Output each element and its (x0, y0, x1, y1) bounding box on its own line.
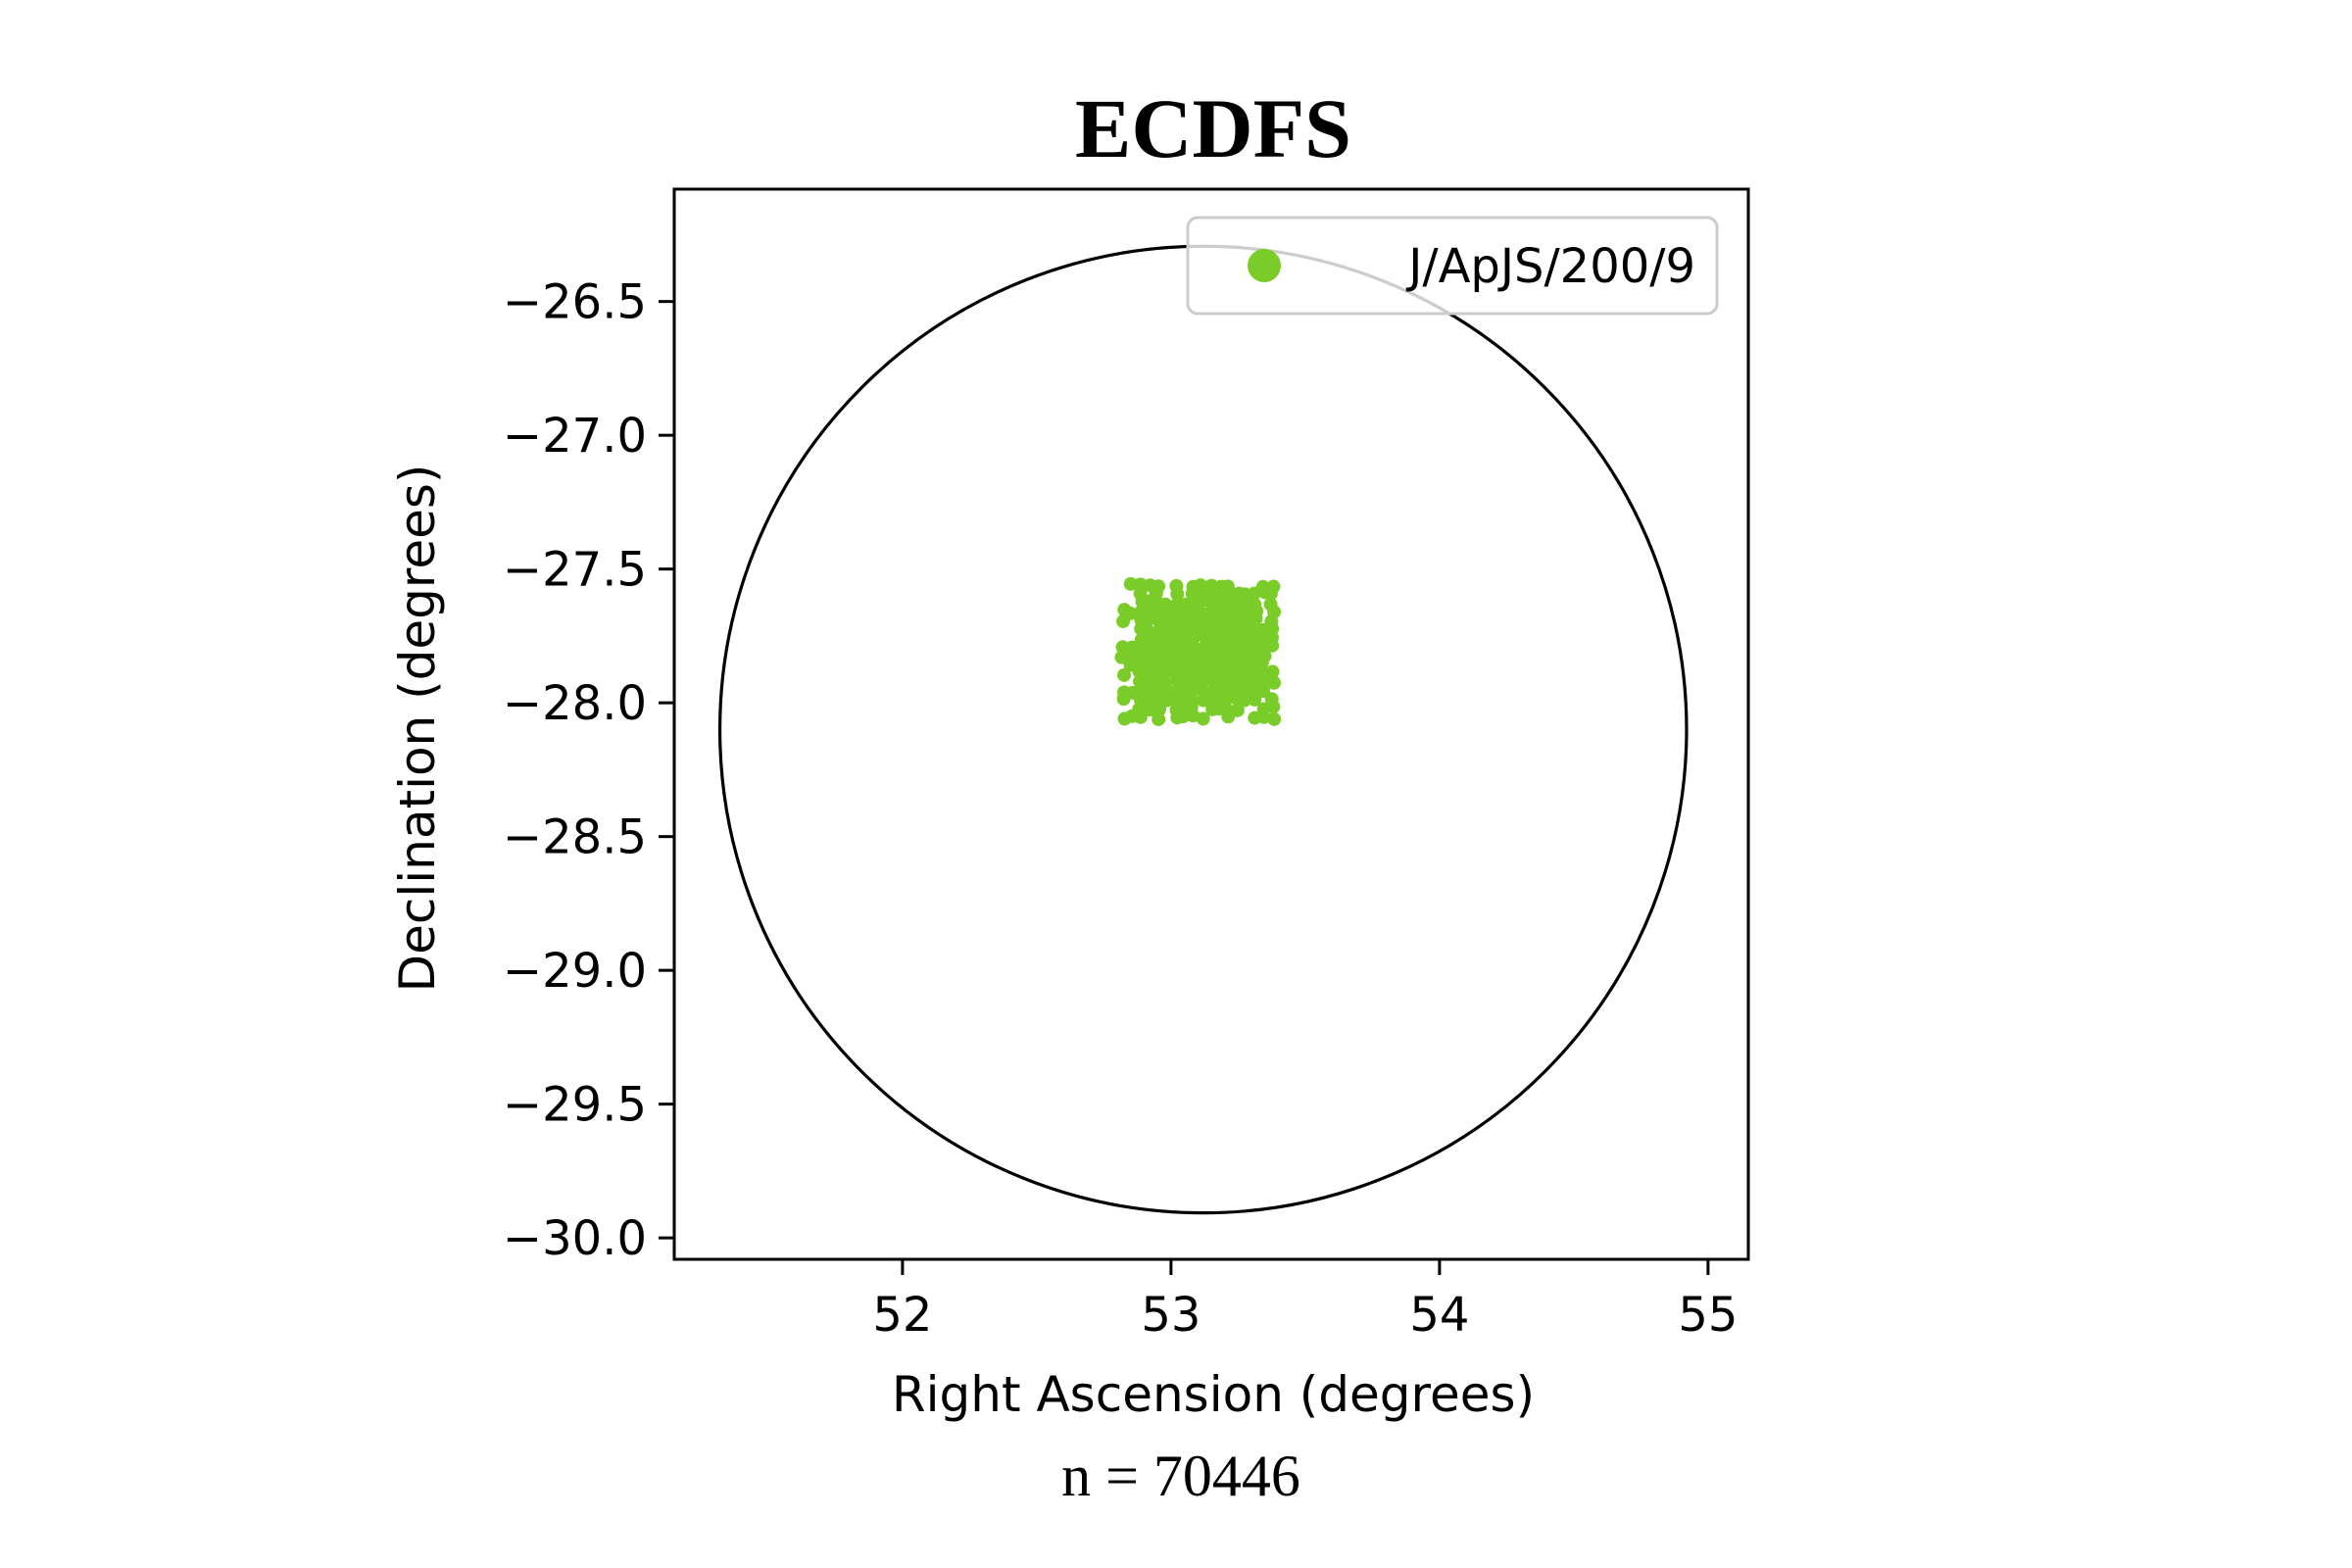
scatter-point (1248, 692, 1262, 707)
scatter-point (1116, 613, 1131, 628)
scatter-point (1220, 691, 1235, 706)
scatter-point (1249, 612, 1263, 626)
x-axis-label: Right Ascension (degrees) (892, 1366, 1535, 1423)
scatter-point (1123, 576, 1138, 591)
scatter-point (1265, 664, 1280, 679)
scatter-point (1176, 647, 1191, 662)
scatter-point (1196, 711, 1210, 726)
scatter-point (1254, 656, 1269, 670)
scatter-point (1116, 692, 1131, 707)
plot-area (672, 187, 1750, 1261)
scatter-point (1219, 673, 1234, 688)
x-tick-label: 53 (1141, 1288, 1200, 1343)
chart-title: ECDFS (1075, 81, 1351, 175)
scatter-point (1267, 675, 1282, 690)
y-tick-label: −28.5 (503, 810, 647, 865)
axes-frame (672, 187, 1750, 1261)
y-tick-label: −29.0 (503, 944, 647, 999)
legend: J/ApJS/200/9 (1186, 216, 1719, 316)
scatter-point (1133, 710, 1148, 724)
scatter-point (1117, 667, 1132, 682)
scatter-point (1256, 710, 1271, 724)
legend-marker (1248, 249, 1281, 282)
scatter-point (1237, 693, 1251, 708)
y-axis-label: Declination (degrees) (389, 465, 446, 993)
scatter-point (1255, 674, 1270, 689)
y-tick-label: −30.0 (503, 1211, 647, 1266)
x-axis: 52 53 54 55 (872, 1259, 1738, 1343)
scatter-point (1221, 710, 1236, 724)
scatter-point (1265, 638, 1280, 653)
scatter-point (1152, 711, 1166, 726)
scatter-point (1194, 682, 1208, 697)
scatter-point (1186, 630, 1200, 645)
scatter-point (1152, 702, 1167, 716)
survey-circle (717, 244, 1689, 1215)
y-tick-label: −27.0 (503, 409, 647, 464)
count-annotation: n = 70446 (1061, 1444, 1300, 1508)
scatter-point (1170, 587, 1185, 602)
y-tick-label: −28.0 (503, 676, 647, 731)
y-axis: −26.5 −27.0 −27.5 −28.0 −28.5 −29.0 −29.5 −30.0 (503, 275, 674, 1266)
x-tick-label: 55 (1678, 1288, 1738, 1343)
y-tick-label: −27.5 (503, 543, 647, 598)
x-tick-label: 54 (1409, 1288, 1469, 1343)
scatter-point (1267, 711, 1282, 726)
y-tick-label: −29.5 (503, 1078, 647, 1133)
scatter-points (1114, 576, 1282, 726)
scatter-point (1266, 700, 1281, 714)
x-tick-label: 52 (872, 1288, 932, 1343)
legend-label: J/ApJS/200/9 (1405, 239, 1695, 294)
y-tick-label: −26.5 (503, 275, 647, 330)
scatter-point (1263, 586, 1278, 601)
scatter-point (1141, 612, 1155, 627)
legend-box (1186, 216, 1719, 316)
